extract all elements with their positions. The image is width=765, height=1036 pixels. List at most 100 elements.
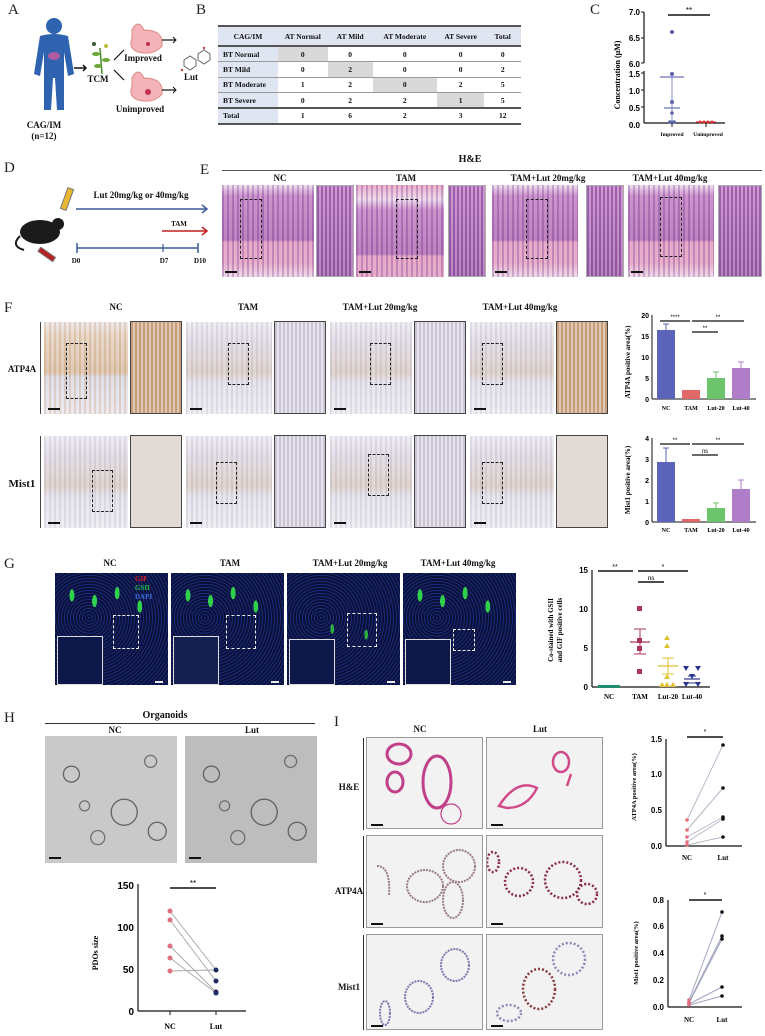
ihc-mist1-lut40 [470,436,554,528]
organoid-he-nc [366,737,483,829]
table-row: BT Normal 0 0 0 0 0 [218,46,521,62]
unimproved-label: Unimproved [115,104,165,114]
ihc-atp4a-lut20-zoom [414,321,466,414]
group-label: Lut [532,724,547,734]
svg-text:Lut-40: Lut-40 [732,406,749,412]
panel-label-g: G [4,556,15,572]
svg-text:3: 3 [645,457,649,464]
svg-text:*: * [704,892,707,899]
syringe-icon [59,186,75,212]
table-header: AT Severe [436,25,485,47]
svg-text:Mist1 positive area(%): Mist1 positive area(%) [624,445,632,514]
table-row-total: Total 1 6 2 3 12 [218,107,521,125]
chart-i-mist1: Mist1 positive area(%) 0.0 0.2 0.4 0.6 0.8… [633,892,742,1024]
table-header: AT Normal [277,25,328,47]
group-label: TAM [219,558,241,568]
he-image-lut40 [628,185,714,277]
ihc-atp4a-lut20 [330,322,412,414]
svg-text:NC: NC [662,406,671,412]
treatment-timeline [14,186,209,263]
svg-text:20: 20 [641,313,649,320]
table-header: Total [484,25,521,47]
svg-text:0.2: 0.2 [653,976,665,985]
svg-text:1.5: 1.5 [629,70,641,79]
svg-text:**: ** [673,438,678,444]
svg-text:NC: NC [684,1016,694,1024]
organoids-title: Organoids [142,710,188,721]
svg-text:1.0: 1.0 [651,770,663,779]
table-header: AT Moderate [372,25,437,47]
group-label: TAM+Lut 20mg/kg [312,558,388,568]
he-zoom-lut20 [586,185,624,277]
tam-label: TAM [171,220,187,228]
svg-text:Unimproved: Unimproved [693,132,723,138]
svg-text:TAM: TAM [684,528,698,534]
he-zoom-tam [448,185,486,277]
ihc-mist1-nc [44,436,128,528]
organoid-atp4a-nc [366,835,483,928]
organoid-mist1-nc [366,934,483,1030]
improved-label: Improved [124,53,162,63]
row-label-mist1: Mist1 [338,982,360,992]
organoid-mist1-lut [486,934,603,1030]
row-label-atp4a: ATP4A [334,886,364,896]
svg-text:Lut-40: Lut-40 [682,693,703,700]
row-label-atp4a: ATP4A [7,364,37,374]
patient-flow-diagram [34,18,211,110]
svg-text:Lut-40: Lut-40 [732,528,749,534]
svg-text:Lut-20: Lut-20 [707,528,724,534]
he-image-tam [356,185,444,277]
svg-text:NC: NC [682,854,692,862]
legend-gif: GIF [135,575,148,583]
panel-label-f: F [4,300,13,316]
row-label-mist1: Mist1 [8,478,36,490]
day-label: D0 [71,257,81,265]
ihc-mist1-lut40-zoom [556,435,608,528]
svg-text:10: 10 [579,605,588,614]
human-figure-icon [34,18,74,110]
treatment-label: Lut 20mg/kg or 40mg/kg [93,190,189,200]
stomach-unimproved-icon [130,71,163,102]
ihc-mist1-lut20 [330,436,412,528]
he-stain-title: H&E [458,154,482,165]
day-label: D7 [159,257,169,265]
panel-label-a: A [8,2,19,18]
if-image-lut40 [403,573,516,685]
svg-text:Lut: Lut [210,1022,223,1031]
ihc-atp4a-lut40 [470,322,554,414]
svg-text:Improved: Improved [660,132,683,138]
group-label: TAM [395,173,417,183]
row-label-he: H&E [338,782,360,792]
ihc-atp4a-nc-zoom [130,321,182,414]
svg-text:**: ** [716,315,721,321]
panel-label-i: I [334,714,339,730]
he-image-lut20 [492,185,578,277]
svg-text:TAM: TAM [684,406,698,412]
tcm-label: TCM [87,74,109,84]
svg-text:ATP4A positive area(%): ATP4A positive area(%) [631,753,638,821]
chart-c-concentration: Concentration (μM) 7.0 6.5 6.0 1.5 1.0 0… [613,6,725,138]
if-image-tam [171,573,284,685]
table-header: CAG/IM [218,25,278,47]
y-axis-label: Concentration (μM) [613,40,622,109]
svg-text:NC: NC [164,1022,176,1031]
ihc-atp4a-tam [186,322,272,414]
cohort-label: CAG/IM [26,120,62,130]
svg-text:5: 5 [584,644,589,653]
svg-text:NC: NC [662,528,671,534]
group-label: NC [413,724,427,734]
svg-text:Lut-20: Lut-20 [658,693,679,700]
svg-text:0.8: 0.8 [653,896,665,905]
panel-label-b: B [196,2,207,18]
day-label: D10 [193,257,207,265]
svg-text:150: 150 [117,881,134,892]
svg-text:Mist1 positive area(%): Mist1 positive area(%) [633,921,640,984]
svg-text:0: 0 [645,520,649,527]
ihc-mist1-nc-zoom [130,435,182,528]
ihc-atp4a-tam-zoom [274,321,326,414]
svg-text:50: 50 [123,965,135,976]
svg-text:*: * [662,564,665,571]
svg-text:0.0: 0.0 [629,121,641,130]
svg-text:NC: NC [604,693,614,700]
